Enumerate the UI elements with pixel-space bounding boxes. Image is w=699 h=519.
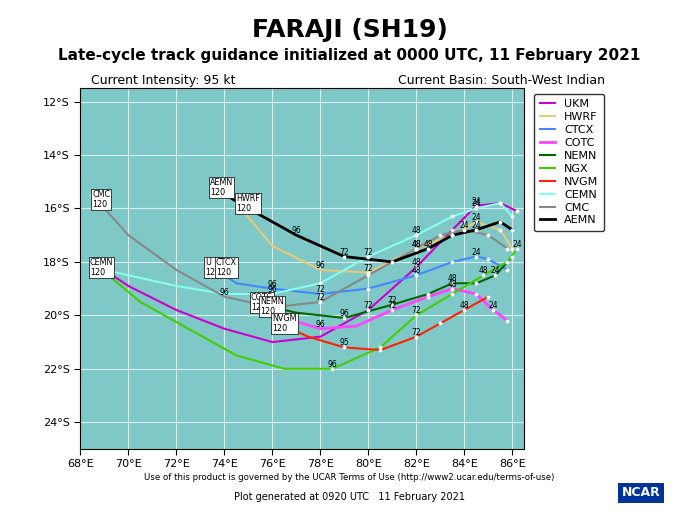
- Text: 24: 24: [488, 301, 498, 310]
- Text: 96: 96: [291, 226, 301, 235]
- Text: 24: 24: [491, 266, 500, 275]
- Text: NVGM
120: NVGM 120: [273, 314, 297, 333]
- Text: 72: 72: [412, 306, 421, 316]
- Text: 72: 72: [363, 264, 373, 272]
- Text: 95: 95: [340, 338, 350, 347]
- Text: HWRF
120: HWRF 120: [236, 194, 260, 213]
- Text: 72: 72: [315, 285, 325, 294]
- Text: Plot generated at 0920 UTC   11 February 2021: Plot generated at 0920 UTC 11 February 2…: [234, 492, 465, 502]
- Text: 24: 24: [471, 213, 481, 222]
- Text: CTCX
120: CTCX 120: [216, 258, 237, 277]
- Text: 72: 72: [315, 293, 325, 302]
- Text: COTC
120: COTC 120: [251, 293, 273, 312]
- Text: 24: 24: [512, 240, 522, 249]
- Text: NCAR: NCAR: [622, 486, 661, 499]
- Text: 48: 48: [424, 240, 433, 249]
- Text: 48: 48: [479, 266, 489, 275]
- Text: 72: 72: [340, 248, 349, 256]
- Text: 72: 72: [387, 301, 397, 310]
- Text: 48: 48: [459, 301, 469, 310]
- Text: FARAJI (SH19): FARAJI (SH19): [252, 18, 447, 42]
- Text: AEMN
120: AEMN 120: [210, 177, 233, 197]
- Text: 72: 72: [412, 327, 421, 337]
- Text: 72: 72: [363, 248, 373, 256]
- Text: 96: 96: [340, 309, 350, 318]
- Text: 96: 96: [268, 280, 278, 289]
- Text: Current Intensity: 95 kt: Current Intensity: 95 kt: [91, 74, 236, 87]
- Text: Use of this product is governed by the UCAR Terms of Use (http://www2.ucar.edu/t: Use of this product is governed by the U…: [144, 473, 555, 482]
- Text: 72: 72: [387, 296, 397, 305]
- Text: 48: 48: [412, 258, 421, 267]
- Text: 96: 96: [268, 285, 278, 294]
- Text: 48: 48: [412, 240, 421, 249]
- Text: 48: 48: [447, 280, 457, 289]
- Text: Current Basin: South-West Indian: Current Basin: South-West Indian: [398, 74, 605, 87]
- Legend: UKM, HWRF, CTCX, COTC, NEMN, NGX, NVGM, CEMN, CMC, AEMN: UKM, HWRF, CTCX, COTC, NEMN, NGX, NVGM, …: [534, 94, 604, 231]
- Text: 96: 96: [327, 360, 337, 369]
- Text: 96: 96: [315, 261, 325, 270]
- Text: Late-cycle track guidance initialized at 0000 UTC, 11 February 2021: Late-cycle track guidance initialized at…: [58, 48, 641, 63]
- Text: 48: 48: [447, 274, 457, 283]
- Text: 24: 24: [471, 199, 481, 209]
- Text: CEMN
120: CEMN 120: [90, 258, 113, 277]
- Text: 48: 48: [412, 240, 421, 249]
- Text: 48: 48: [412, 266, 421, 275]
- Text: U
120: U 120: [205, 258, 220, 277]
- Text: 24: 24: [459, 221, 469, 230]
- Text: CMC
120: CMC 120: [92, 190, 110, 209]
- Text: 24: 24: [471, 197, 481, 206]
- Text: 48: 48: [412, 226, 421, 235]
- Text: 96: 96: [219, 288, 229, 297]
- Text: 24: 24: [471, 221, 481, 230]
- Text: 24: 24: [471, 248, 481, 256]
- Text: NEMN
120: NEMN 120: [260, 297, 284, 316]
- Text: 72: 72: [363, 301, 373, 310]
- Text: 96: 96: [315, 320, 325, 329]
